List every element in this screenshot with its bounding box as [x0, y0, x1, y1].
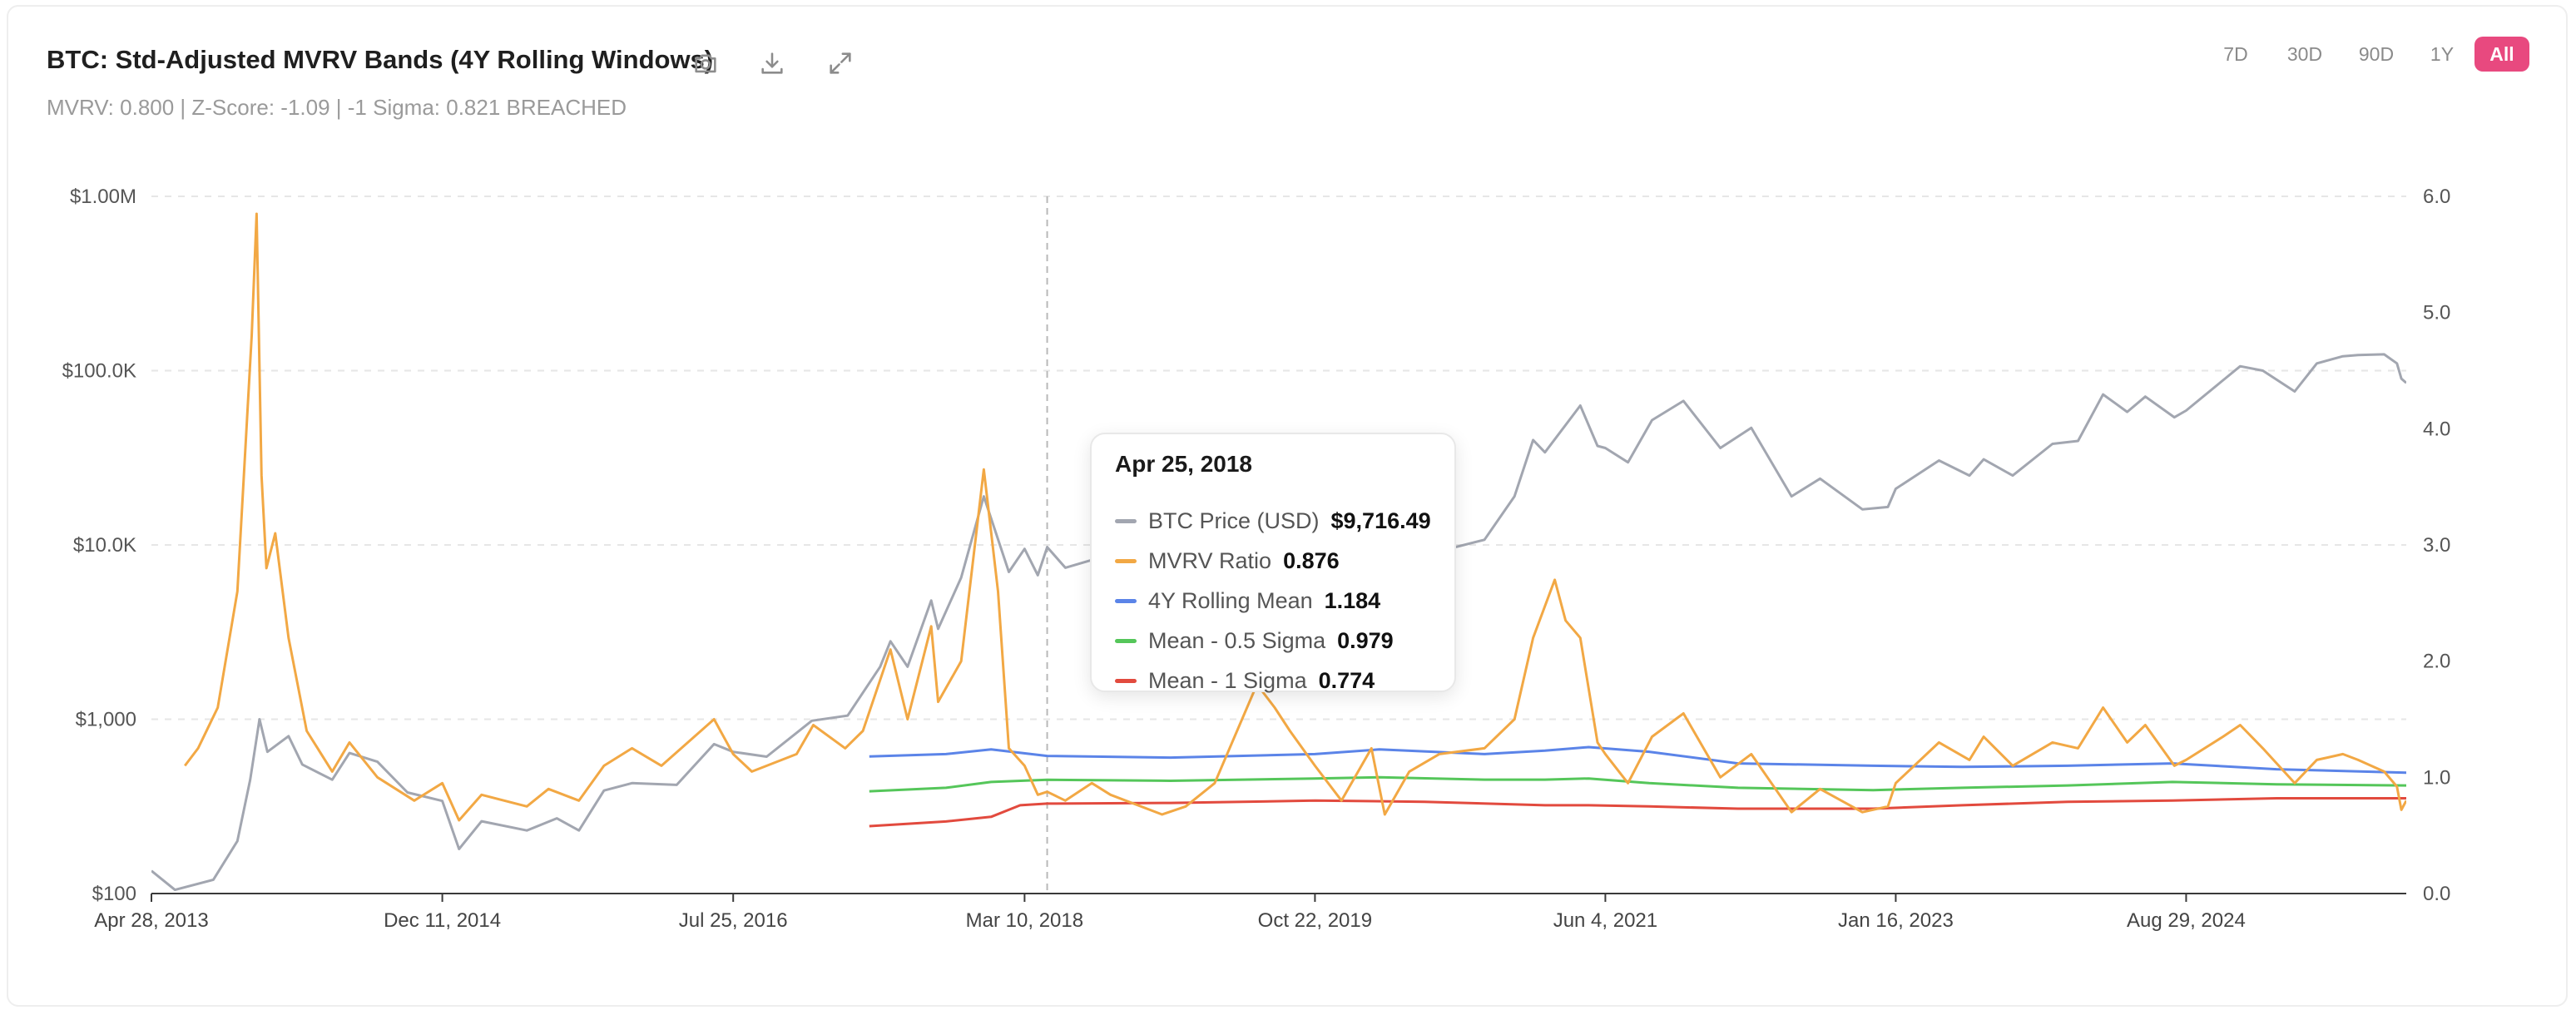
tooltip-value: 0.876	[1283, 547, 1340, 573]
mean-minus-one-sigma-line	[869, 797, 2406, 828]
x-axis-tick: Jul 25, 2016	[679, 909, 788, 932]
right-axis-tick: 5.0	[2423, 302, 2450, 324]
left-axis-tick: $1,000	[76, 709, 136, 731]
right-axis-tick: 3.0	[2423, 534, 2450, 557]
tooltip-value: 0.774	[1318, 667, 1375, 693]
range-7d-button[interactable]: 7D	[2223, 42, 2248, 65]
x-axis-tick: Aug 29, 2024	[2127, 909, 2246, 932]
tooltip-label: Mean - 0.5 Sigma	[1148, 627, 1326, 653]
tooltip-label: MVRV Ratio	[1148, 547, 1272, 573]
tooltip-label: 4Y Rolling Mean	[1148, 587, 1313, 613]
tooltip-swatch	[1115, 558, 1137, 563]
left-axis-tick: $100.0K	[62, 360, 136, 383]
range-all-button[interactable]: All	[2474, 37, 2529, 72]
chart-tooltip: Apr 25, 2018 BTC Price (USD) $9,716.49 M…	[1090, 433, 1456, 693]
x-axis-tick: Dec 11, 2014	[384, 909, 501, 932]
rolling-mean-line	[869, 745, 2406, 775]
tooltip-row-mean: 4Y Rolling Mean 1.184	[1115, 584, 1380, 617]
right-axis-tick: 0.0	[2423, 883, 2450, 905]
expand-icon	[830, 52, 851, 74]
x-axis-tick: Mar 10, 2018	[966, 909, 1083, 932]
tooltip-label: Mean - 1 Sigma	[1148, 667, 1307, 693]
tooltip-row-half-sigma: Mean - 0.5 Sigma 0.979	[1115, 624, 1394, 657]
tooltip-date: Apr 25, 2018	[1115, 451, 1252, 477]
download-icon	[761, 52, 783, 74]
chart-subtitle: MVRV: 0.800 | Z-Score: -1.09 | -1 Sigma:…	[47, 95, 627, 120]
x-axis-tick: Apr 28, 2013	[94, 909, 208, 932]
chart-title: BTC: Std-Adjusted MVRV Bands (4Y Rolling…	[47, 45, 714, 74]
x-axis-tick: Oct 22, 2019	[1258, 909, 1372, 932]
left-axis-tick: $100	[92, 883, 136, 905]
tooltip-swatch	[1115, 518, 1137, 523]
download-button[interactable]	[755, 47, 789, 80]
mvrv-ratio-line	[184, 212, 2406, 822]
tooltip-value: 0.979	[1337, 627, 1394, 653]
mean-minus-half-sigma-line	[869, 775, 2406, 793]
tooltip-value: $9,716.49	[1330, 508, 1431, 533]
tooltip-swatch	[1115, 598, 1137, 603]
tooltip-value: 1.184	[1324, 587, 1381, 613]
range-90d-button[interactable]: 90D	[2358, 42, 2395, 65]
right-axis-tick: 6.0	[2423, 186, 2450, 208]
x-axis-tick: Jan 16, 2023	[1838, 909, 1954, 932]
left-axis-tick: $10.0K	[73, 534, 136, 557]
tooltip-swatch	[1115, 678, 1137, 683]
right-axis-tick: 2.0	[2423, 651, 2450, 673]
tooltip-row-mvrv: MVRV Ratio 0.876	[1115, 544, 1340, 577]
tooltip-label: BTC Price (USD)	[1148, 508, 1320, 533]
camera-icon	[695, 54, 716, 73]
fullscreen-button[interactable]	[824, 47, 857, 80]
tooltip-swatch	[1115, 638, 1137, 643]
screenshot-button[interactable]	[689, 47, 722, 80]
tooltip-row-one-sigma: Mean - 1 Sigma 0.774	[1115, 664, 1375, 697]
range-30d-button[interactable]: 30D	[2286, 42, 2323, 65]
left-axis-tick: $1.00M	[70, 186, 136, 208]
right-axis-tick: 1.0	[2423, 766, 2450, 789]
x-axis-tick: Jun 4, 2021	[1553, 909, 1657, 932]
right-axis-tick: 4.0	[2423, 418, 2450, 440]
range-1y-button[interactable]: 1Y	[2430, 42, 2455, 65]
tooltip-row-price: BTC Price (USD) $9,716.49	[1115, 504, 1431, 537]
